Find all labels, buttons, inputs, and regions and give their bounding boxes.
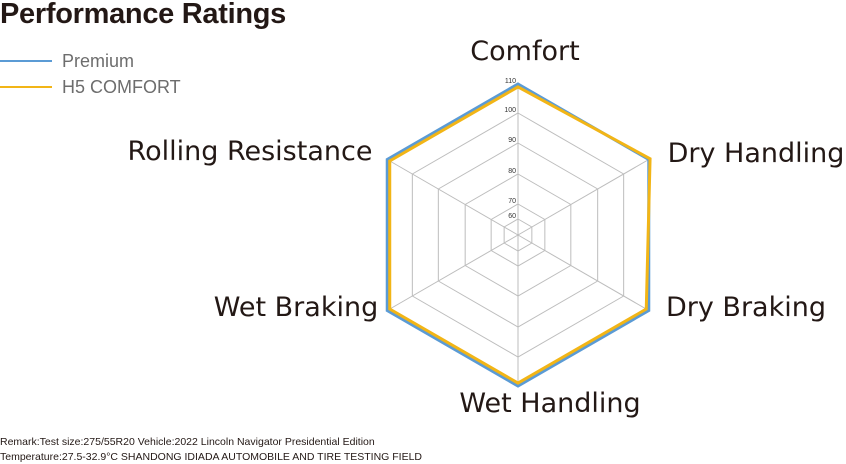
legend-label: Premium	[62, 50, 135, 71]
legend-swatch	[0, 86, 52, 88]
remark-line-2: Temperature:27.5-32.9°C SHANDONG IDIADA …	[0, 451, 422, 463]
grid-spoke	[386, 159, 519, 236]
axis-label: Wet Handling	[459, 388, 640, 419]
axis-label: Dry Handling	[668, 138, 845, 169]
legend: Premium H5 COMFORT	[0, 48, 181, 100]
chart-title: Performance Ratings	[0, 0, 286, 30]
axis-label: Comfort	[470, 36, 579, 67]
tick-label: 110	[505, 78, 516, 85]
legend-label: H5 COMFORT	[62, 76, 181, 97]
axis-label: Rolling Resistance	[128, 136, 373, 167]
grid-spoke	[517, 234, 650, 311]
legend-swatch	[0, 60, 52, 62]
tick-label: 80	[508, 168, 516, 175]
axis-label: Wet Braking	[214, 292, 378, 323]
legend-item-premium: Premium	[0, 48, 181, 74]
tick-label: 90	[508, 137, 516, 144]
axis-label: Dry Braking	[666, 292, 826, 323]
legend-item-h5-comfort: H5 COMFORT	[0, 74, 181, 100]
series-h5-comfort	[388, 85, 652, 385]
grid-spoke	[517, 159, 650, 236]
tick-label: 60	[508, 213, 516, 220]
grid-spoke	[386, 234, 519, 311]
remark-line-1: Remark:Test size:275/55R20 Vehicle:2022 …	[0, 436, 375, 448]
tick-label: 70	[508, 198, 516, 205]
tick-label: 100	[504, 107, 516, 114]
